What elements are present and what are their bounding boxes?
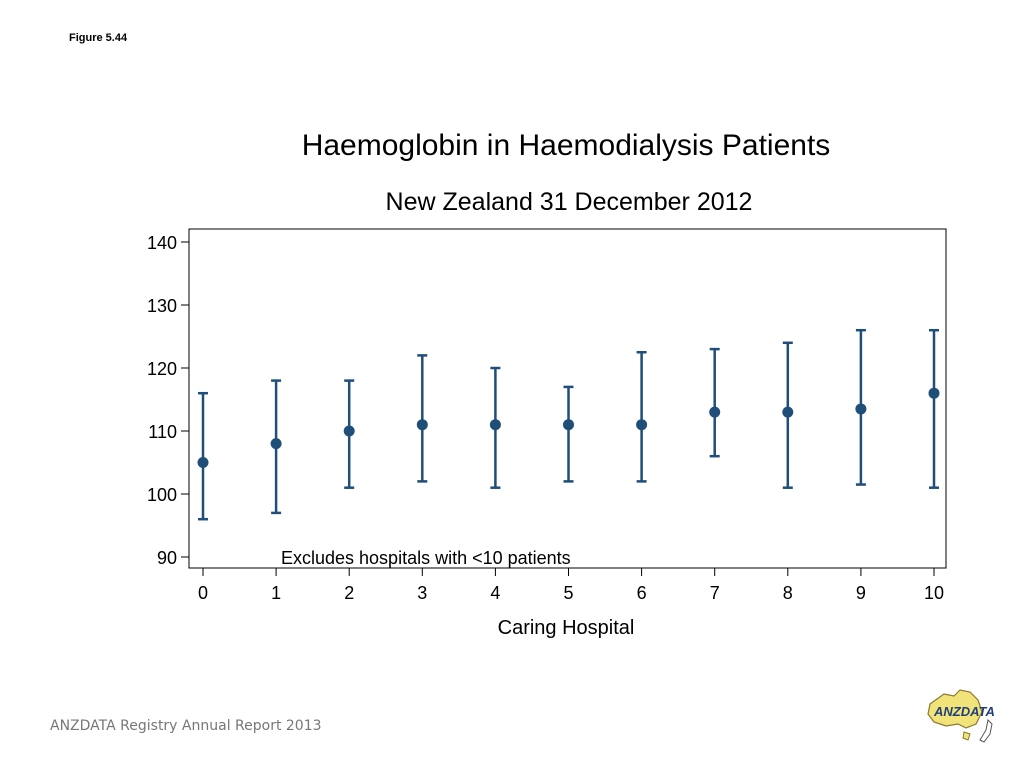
data-point: [270, 438, 282, 450]
data-point: [709, 406, 721, 418]
figure-label: Figure 5.44: [69, 32, 128, 44]
x-tick-label: 5: [563, 583, 573, 603]
x-tick-label: 2: [344, 583, 354, 603]
data-point: [197, 457, 209, 468]
data-point: [782, 406, 794, 418]
plot-area: [188, 228, 947, 569]
x-tick-label: 10: [924, 583, 944, 603]
data-point: [636, 419, 648, 431]
y-tick-label: 90: [157, 548, 177, 568]
y-axis: 90 100 110 120 130 140: [147, 233, 189, 568]
x-tick-label: 4: [490, 583, 500, 603]
y-tick-label: 130: [147, 296, 177, 316]
y-tick-label: 120: [147, 359, 177, 379]
x-tick-label: 0: [198, 583, 208, 603]
footer-text: ANZDATA Registry Annual Report 2013: [50, 718, 322, 734]
y-tick-label: 110: [148, 422, 177, 442]
y-tick-label: 100: [147, 485, 177, 505]
x-axis: 0 1 2 3 4 5 6 7 8 9 10: [198, 568, 944, 603]
x-tick-label: 3: [417, 583, 427, 603]
chart-subtitle: New Zealand 31 December 2012: [386, 188, 753, 216]
x-tick-label: 7: [710, 583, 720, 603]
data-marks: [197, 328, 940, 521]
y-tick-label: 140: [147, 233, 177, 253]
x-tick-label: 9: [856, 583, 866, 603]
anzdata-logo: ANZDATA: [927, 689, 995, 743]
chart-title: Haemoglobin in Haemodialysis Patients: [302, 129, 831, 162]
data-point: [855, 403, 867, 415]
data-point: [343, 425, 355, 437]
x-tick-label: 6: [637, 583, 647, 603]
x-axis-label: Caring Hospital: [498, 617, 635, 639]
data-point: [928, 387, 940, 399]
data-point: [489, 419, 501, 431]
x-tick-label: 8: [783, 583, 793, 603]
data-point: [416, 419, 428, 431]
logo-text: ANZDATA: [933, 704, 995, 719]
chart-annotation: Excludes hospitals with <10 patients: [281, 548, 571, 568]
x-tick-label: 1: [271, 583, 281, 603]
data-point: [563, 419, 574, 431]
